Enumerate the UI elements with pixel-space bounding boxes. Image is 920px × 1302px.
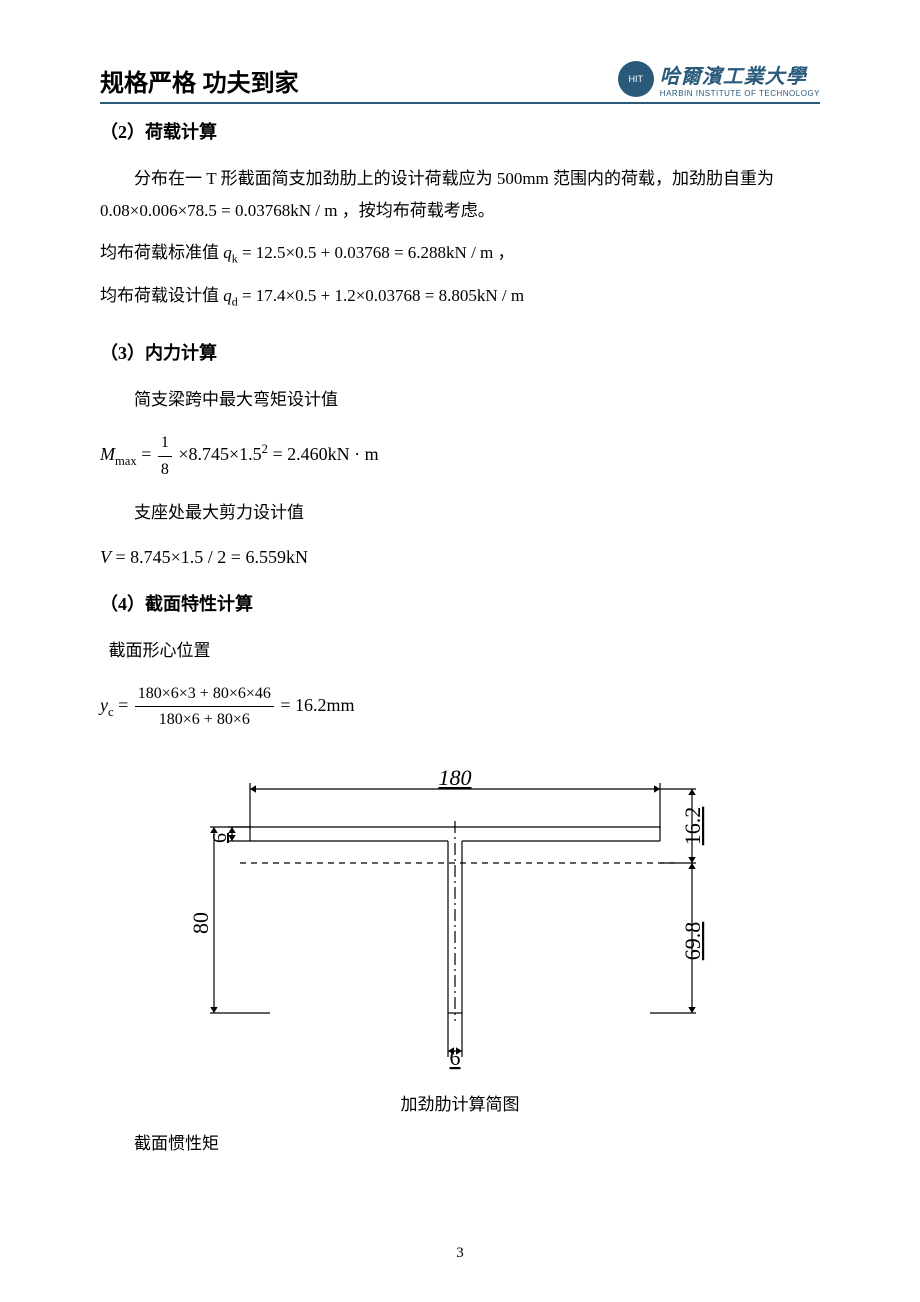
- section-4-heading: （4）截面特性计算: [100, 590, 820, 619]
- svg-text:6: 6: [450, 1045, 461, 1070]
- formula: qd = 17.4×0.5 + 1.2×0.03768 = 8.805kN / …: [223, 286, 524, 305]
- diagram-caption: 加劲肋计算简图: [180, 1091, 740, 1118]
- text: ，按均布荷载考虑。: [338, 201, 495, 220]
- logo-icon: HIT: [618, 61, 654, 97]
- text: 分布在一 T 形截面简支加劲肋上的设计荷载应为 500mm 范围内的荷载，加劲肋…: [134, 169, 774, 188]
- section-2-heading: （2）荷载计算: [100, 118, 820, 147]
- formula-v: VV = 8.745×1.5 / 2 = 6.559kN = 8.745×1.5…: [100, 543, 820, 572]
- formula-yc: yc = 180×6×3 + 80×6×46180×6 + 80×6 = 16.…: [100, 681, 820, 733]
- section-3-p2: 支座处最大剪力设计值: [100, 497, 820, 529]
- svg-text:69.8: 69.8: [680, 922, 705, 961]
- section-2-p3: 均布荷载设计值 qd = 17.4×0.5 + 1.2×0.03768 = 8.…: [100, 280, 820, 313]
- diagram-svg: 180 6 80 16.2 69.8 6: [180, 763, 740, 1083]
- text: 均布荷载标准值: [100, 243, 219, 262]
- formula-mmax: Mmax = 18 ×8.745×1.52 = 2.460kN · m: [100, 430, 820, 482]
- section-4-p1: 截面形心位置: [109, 635, 821, 667]
- logo-text: 哈爾濱工業大學 HARBIN INSTITUTE OF TECHNOLOGY: [660, 60, 820, 98]
- section-4-p2: 截面惯性矩: [100, 1128, 820, 1160]
- fraction: 18: [158, 430, 172, 482]
- fraction: 180×6×3 + 80×6×46180×6 + 80×6: [135, 681, 274, 733]
- text: 均布荷载设计值: [100, 286, 219, 305]
- page-header: 规格严格 功夫到家 HIT 哈爾濱工業大學 HARBIN INSTITUTE O…: [100, 60, 820, 104]
- section-2-p1: 分布在一 T 形截面简支加劲肋上的设计荷载应为 500mm 范围内的荷载，加劲肋…: [100, 163, 820, 228]
- page-number: 3: [0, 1245, 920, 1262]
- svg-text:80: 80: [188, 912, 213, 934]
- formula: qk = 12.5×0.5 + 0.03768 = 6.288kN / m ，: [223, 243, 514, 262]
- section-diagram: 180 6 80 16.2 69.8 6 加劲肋计算简图: [180, 763, 740, 1118]
- svg-text:16.2: 16.2: [680, 807, 705, 846]
- svg-text:180: 180: [439, 765, 472, 790]
- section-3-p1: 简支梁跨中最大弯矩设计值: [100, 384, 820, 416]
- formula: 0.08×0.006×78.5 = 0.03768kN / m: [100, 201, 338, 220]
- section-2-p2: 均布荷载标准值 qk = 12.5×0.5 + 0.03768 = 6.288k…: [100, 237, 820, 270]
- logo-en: HARBIN INSTITUTE OF TECHNOLOGY: [660, 89, 820, 98]
- header-motto: 规格严格 功夫到家: [100, 63, 299, 98]
- page-content: （2）荷载计算 分布在一 T 形截面简支加劲肋上的设计荷载应为 500mm 范围…: [100, 118, 820, 1161]
- logo-cn: 哈爾濱工業大學: [660, 60, 820, 89]
- section-3-heading: （3）内力计算: [100, 339, 820, 368]
- svg-text:6: 6: [209, 833, 231, 843]
- header-logo-block: HIT 哈爾濱工業大學 HARBIN INSTITUTE OF TECHNOLO…: [618, 60, 820, 98]
